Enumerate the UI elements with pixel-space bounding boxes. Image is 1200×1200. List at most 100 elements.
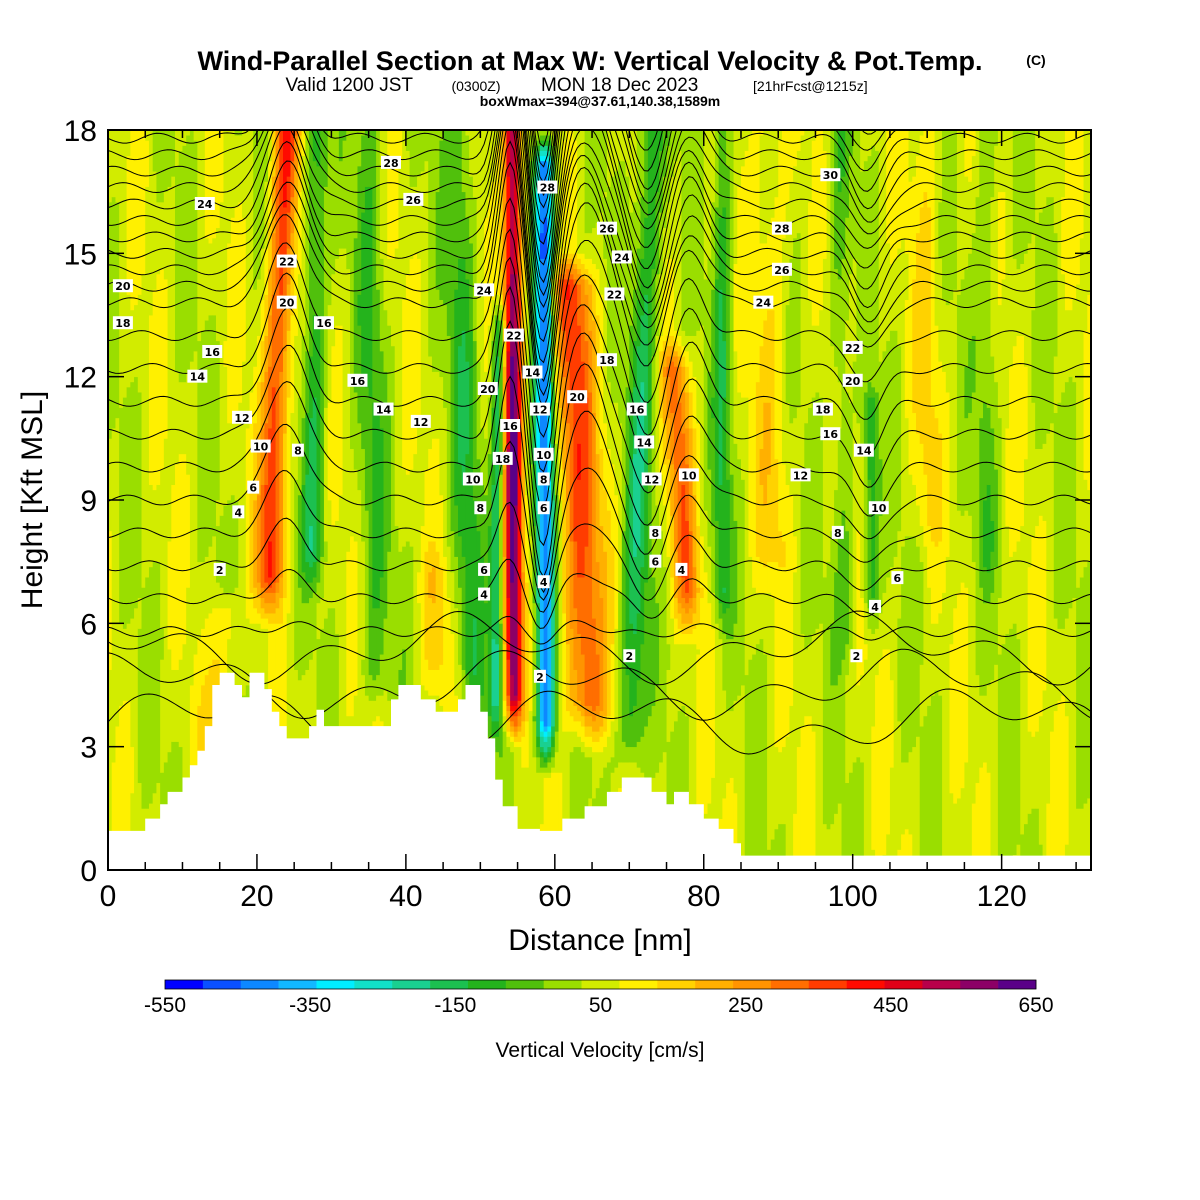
velocity-cell <box>577 577 582 635</box>
velocity-cell <box>569 541 574 629</box>
velocity-cell <box>927 705 932 870</box>
velocity-cell <box>215 340 221 501</box>
velocity-cell <box>588 736 593 748</box>
velocity-cell <box>662 376 667 424</box>
theta-contour-line <box>108 320 1091 579</box>
contour-label: 6 <box>537 501 550 515</box>
contour-label-text: 6 <box>652 556 660 569</box>
velocity-cell <box>316 602 321 640</box>
velocity-cell <box>171 484 176 670</box>
velocity-cell <box>640 196 645 259</box>
velocity-cell <box>152 561 157 794</box>
velocity-cell <box>923 474 928 547</box>
velocity-cell <box>178 381 183 455</box>
velocity-cell <box>305 582 310 604</box>
velocity-cell <box>364 510 370 696</box>
velocity-cell <box>256 623 262 691</box>
velocity-cell <box>327 304 332 403</box>
velocity-cell <box>681 484 686 578</box>
velocity-cell <box>744 130 749 151</box>
velocity-cell <box>983 602 988 696</box>
velocity-cell <box>592 731 597 742</box>
velocity-cell <box>532 602 537 717</box>
velocity-cell <box>700 587 705 599</box>
velocity-cell <box>737 130 742 187</box>
velocity-cell <box>819 623 824 870</box>
velocity-cell <box>309 597 314 660</box>
velocity-cell <box>390 345 396 763</box>
velocity-cell <box>502 643 507 701</box>
velocity-cell <box>219 607 224 732</box>
velocity-cell <box>1023 823 1029 870</box>
velocity-cell <box>286 613 291 840</box>
contour-label-text: 10 <box>536 449 552 462</box>
velocity-cell <box>599 212 604 295</box>
velocity-cell <box>681 643 686 706</box>
contour-label-text: 4 <box>234 506 242 519</box>
velocity-cell <box>796 407 801 748</box>
velocity-cell <box>137 628 142 784</box>
velocity-cell <box>592 720 597 732</box>
velocity-cell <box>934 690 939 870</box>
contour-label-text: 4 <box>871 601 879 614</box>
contour-label: 12 <box>641 472 662 486</box>
contour-label: 22 <box>276 254 297 269</box>
velocity-cell <box>1079 577 1084 809</box>
velocity-cell <box>595 715 600 732</box>
velocity-cell <box>301 571 306 604</box>
velocity-cell <box>592 130 597 229</box>
contour-label-text: 10 <box>681 469 697 482</box>
velocity-cell <box>614 731 619 768</box>
velocity-cell <box>767 592 772 850</box>
velocity-cell <box>659 417 664 475</box>
velocity-cell <box>953 607 958 804</box>
velocity-cell <box>539 720 545 732</box>
velocity-cell <box>975 196 980 676</box>
velocity-cell <box>677 628 682 645</box>
contour-label-box <box>373 402 394 416</box>
velocity-cell <box>789 130 794 182</box>
velocity-cell <box>707 371 712 470</box>
velocity-cell <box>666 556 671 645</box>
velocity-cell <box>148 484 154 568</box>
velocity-cell <box>539 772 545 825</box>
velocity-cell <box>1057 700 1062 870</box>
contour-label: 8 <box>291 443 304 458</box>
velocity-cell <box>186 135 191 372</box>
velocity-cell <box>435 551 440 670</box>
colorbar-swatch <box>165 980 204 989</box>
velocity-cell <box>1042 443 1047 521</box>
velocity-cell <box>309 551 314 568</box>
velocity-cell <box>323 541 329 563</box>
contour-label-text: 26 <box>406 194 422 207</box>
velocity-cell <box>588 258 593 275</box>
contour-label-text: 24 <box>476 284 492 297</box>
velocity-cell <box>770 130 775 218</box>
velocity-cell <box>599 294 604 450</box>
velocity-cell <box>428 669 433 696</box>
velocity-cell <box>513 700 518 706</box>
velocity-cell <box>387 130 392 259</box>
velocity-cell <box>1005 428 1010 527</box>
velocity-cell <box>134 130 139 306</box>
velocity-cell <box>275 176 280 583</box>
velocity-cell <box>733 130 738 265</box>
velocity-cell <box>666 376 671 419</box>
velocity-cell <box>394 130 399 249</box>
velocity-cell <box>428 448 433 542</box>
contour-label: 2 <box>850 649 863 663</box>
velocity-cell <box>491 720 496 737</box>
velocity-cell <box>1053 710 1058 870</box>
velocity-cell <box>368 130 373 187</box>
velocity-cell <box>551 756 556 768</box>
theta-contour-line <box>108 130 1091 245</box>
velocity-cell <box>163 130 168 193</box>
velocity-cell <box>513 273 518 336</box>
velocity-cell <box>275 592 280 609</box>
velocity-cell <box>253 607 258 624</box>
velocity-cell <box>633 340 638 388</box>
velocity-cell <box>458 464 463 537</box>
velocity-cell <box>167 186 172 542</box>
velocity-cell <box>770 309 775 563</box>
velocity-cell <box>729 638 734 712</box>
